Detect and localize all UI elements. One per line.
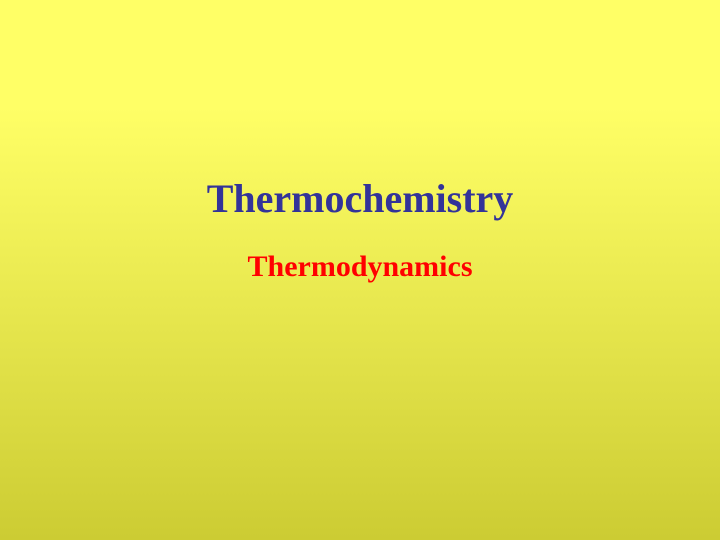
slide-title: Thermochemistry — [207, 175, 514, 222]
slide-subtitle: Thermodynamics — [248, 250, 473, 284]
slide-container: Thermochemistry Thermodynamics — [0, 0, 720, 540]
